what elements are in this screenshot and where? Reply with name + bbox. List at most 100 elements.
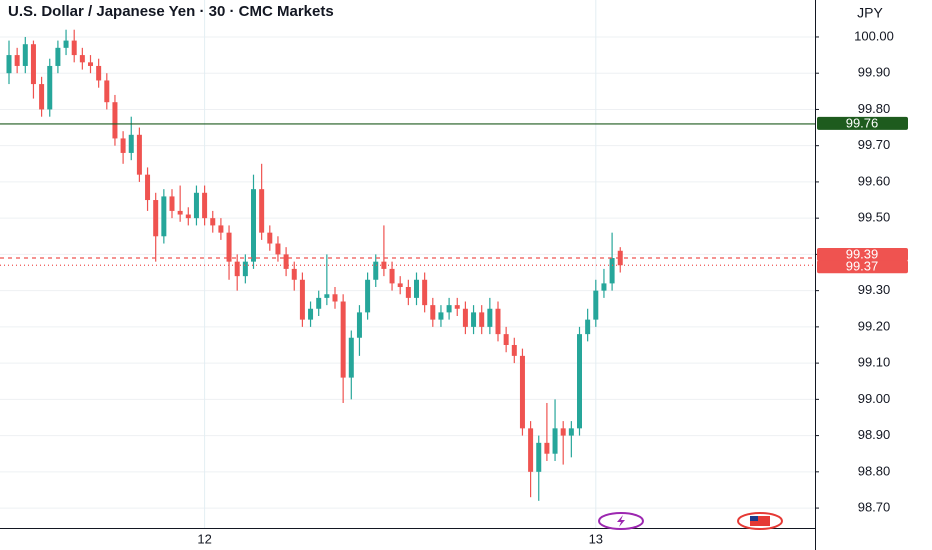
candle-body bbox=[471, 312, 477, 327]
candle-body bbox=[308, 308, 314, 320]
y-tick-label: 99.30 bbox=[858, 282, 891, 297]
y-tick-label: 99.80 bbox=[858, 101, 891, 116]
price-label-bg bbox=[817, 248, 908, 262]
y-tick-label: 99.50 bbox=[858, 210, 891, 225]
price-label: 99.39 bbox=[846, 246, 879, 261]
y-tick-label: 99.70 bbox=[858, 137, 891, 152]
candle-body bbox=[283, 254, 289, 269]
candle-body bbox=[446, 305, 452, 313]
candle-body bbox=[128, 134, 134, 153]
candle-body bbox=[422, 279, 428, 306]
candle-body bbox=[210, 218, 216, 226]
y-tick-label: 99.10 bbox=[858, 355, 891, 370]
candle-body bbox=[291, 268, 297, 280]
y-tick-label: 99.20 bbox=[858, 318, 891, 333]
x-tick-label: 12 bbox=[197, 531, 211, 546]
candle-body bbox=[503, 334, 509, 345]
candle-body bbox=[601, 283, 607, 291]
candle-body bbox=[560, 428, 566, 436]
candles bbox=[6, 29, 623, 501]
chart-title: U.S. Dollar / Japanese Yen · 30 · CMC Ma… bbox=[8, 3, 334, 20]
candle-body bbox=[47, 65, 53, 110]
candle-body bbox=[511, 344, 517, 356]
candle-body bbox=[267, 232, 273, 244]
y-tick-label: 98.90 bbox=[858, 427, 891, 442]
y-tick-label: 100.00 bbox=[854, 28, 894, 43]
candle-body bbox=[609, 258, 615, 284]
candle-body bbox=[324, 294, 330, 298]
grid: 100.0099.9099.8099.7099.6099.5099.4099.3… bbox=[0, 0, 894, 546]
candle-body bbox=[462, 308, 468, 327]
candle-body bbox=[373, 261, 379, 280]
candle-body bbox=[71, 40, 77, 56]
candle-body bbox=[169, 196, 175, 211]
candle-body bbox=[234, 261, 240, 277]
candle-body bbox=[185, 214, 191, 219]
candle-body bbox=[348, 337, 354, 378]
candle-body bbox=[30, 44, 36, 85]
lightning-icon bbox=[617, 515, 625, 527]
candle-body bbox=[397, 283, 403, 288]
candle-body bbox=[299, 279, 305, 320]
candle-body bbox=[22, 44, 28, 66]
candle-body bbox=[242, 261, 248, 277]
y-tick-label: 99.90 bbox=[858, 65, 891, 80]
candle-body bbox=[177, 210, 183, 215]
candle-body bbox=[14, 55, 20, 66]
currency-label: JPY bbox=[857, 5, 883, 21]
price-label-bg bbox=[817, 260, 908, 274]
candle-body bbox=[438, 312, 444, 320]
candle-body bbox=[104, 80, 110, 103]
candle-body bbox=[79, 55, 85, 63]
y-tick-label: 99.60 bbox=[858, 173, 891, 188]
candle-body bbox=[544, 442, 550, 454]
candle-body bbox=[218, 225, 224, 233]
candle-body bbox=[389, 268, 395, 284]
price-label-bg bbox=[817, 116, 908, 130]
candle-body bbox=[161, 196, 167, 237]
candle-body bbox=[495, 308, 501, 335]
candle-body bbox=[585, 319, 591, 335]
candle-body bbox=[226, 232, 232, 262]
candle-body bbox=[120, 138, 126, 153]
candle-body bbox=[552, 428, 558, 454]
candle-body bbox=[405, 287, 411, 298]
price-label: 99.37 bbox=[846, 259, 879, 274]
candle-body bbox=[430, 305, 436, 320]
price-label: 99.76 bbox=[846, 115, 879, 130]
candle-body bbox=[136, 134, 142, 175]
flag-icon bbox=[750, 516, 770, 526]
candle-body bbox=[454, 305, 460, 309]
candle-body bbox=[340, 301, 346, 378]
x-tick-label: 13 bbox=[589, 531, 603, 546]
candle-body bbox=[381, 261, 387, 269]
candle-body bbox=[519, 355, 525, 429]
y-tick-label: 99.00 bbox=[858, 391, 891, 406]
candle-body bbox=[153, 200, 159, 237]
candle-body bbox=[414, 279, 419, 298]
candle-body bbox=[202, 192, 208, 219]
candle-body bbox=[39, 84, 45, 110]
candle-body bbox=[6, 55, 12, 74]
event-icons bbox=[598, 512, 783, 530]
candle-body bbox=[145, 174, 151, 201]
candle-body bbox=[63, 40, 69, 48]
y-tick-label: 98.80 bbox=[858, 463, 891, 478]
candle-body bbox=[593, 290, 599, 320]
candle-body bbox=[332, 294, 338, 302]
candle-body bbox=[528, 428, 534, 472]
candle-body bbox=[356, 312, 362, 338]
candle-body bbox=[55, 47, 61, 66]
candle-body bbox=[251, 189, 256, 262]
candle-body bbox=[577, 334, 582, 429]
candle-body bbox=[617, 250, 623, 266]
candle-body bbox=[568, 428, 574, 436]
candle-body bbox=[259, 189, 265, 233]
candle-body bbox=[193, 192, 199, 219]
y-tick-label: 98.70 bbox=[858, 500, 891, 515]
candle-body bbox=[96, 65, 102, 81]
candle-body bbox=[487, 308, 493, 327]
